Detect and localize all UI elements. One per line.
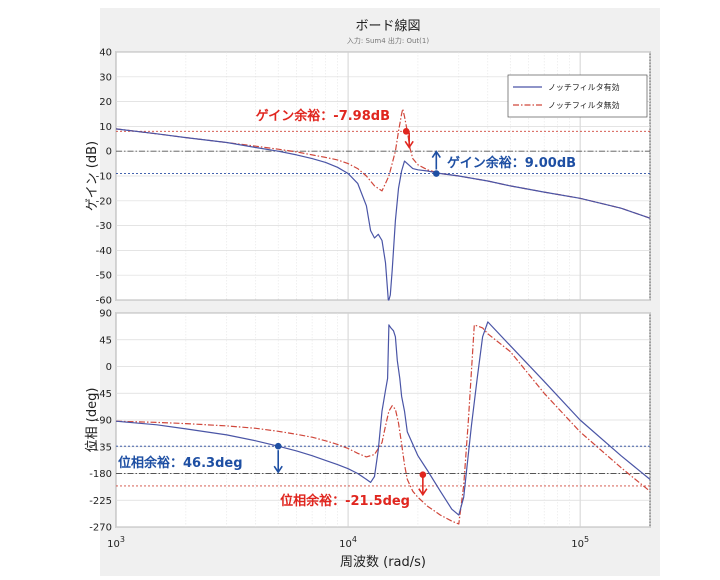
chart-title: ボード線図 <box>355 18 420 34</box>
ph-series-notch-on <box>115 321 651 516</box>
ph-y-tick-label: 90 <box>99 309 112 320</box>
mag-y-tick-label: 40 <box>99 48 112 59</box>
x-tick-label: 103 <box>107 535 125 550</box>
ph-annotation-arrowhead <box>418 488 428 497</box>
ph-y-tick-label: -135 <box>89 442 112 453</box>
mag-y-tick-label: -20 <box>96 196 112 207</box>
phase-annotations: 位相余裕：46.3deg 位相余裕：-21.5deg <box>118 442 428 509</box>
legend-box <box>507 74 648 118</box>
x-axis-ticks: 103 104 105 <box>107 535 589 550</box>
magnitude-annotations: ゲイン余裕：-7.98dB ゲイン余裕：9.00dB <box>256 108 576 177</box>
mag-annotation-marker <box>402 128 410 135</box>
legend-entry-notch-on: ノッチフィルタ有効 <box>548 82 620 92</box>
ph-annotation-label: 位相余裕：-21.5deg <box>280 493 410 509</box>
mag-annotation-marker <box>433 170 440 177</box>
mag-annotation-arrowhead <box>431 150 441 158</box>
ph-y-tick-label: 45 <box>99 335 112 346</box>
legend-entry-notch-off: ノッチフィルタ無効 <box>548 100 620 110</box>
phase-reference-lines <box>116 445 650 487</box>
x-axis-label: 周波数 (rad/s) <box>340 555 426 570</box>
phase-y-ticks: -270 -225 -180 -135 -90 -45 0 45 90 <box>89 309 112 534</box>
ph-annotation-arrowhead <box>273 465 283 474</box>
ph-y-tick-label: 0 <box>106 362 112 373</box>
mag-y-tick-label: -40 <box>96 246 112 257</box>
magnitude-reference-lines <box>116 130 650 174</box>
mag-series-notch-on <box>115 128 651 301</box>
ph-annotation-marker <box>274 442 282 450</box>
mag-y-tick-label: 30 <box>99 72 112 83</box>
ph-series-notch-off <box>115 324 651 525</box>
ph-y-tick-label: -225 <box>89 496 112 507</box>
magnitude-series <box>115 108 651 301</box>
ph-annotation-label: 位相余裕：46.3deg <box>118 455 243 471</box>
mag-y-tick-label: 20 <box>99 97 112 108</box>
ph-y-tick-label: -45 <box>96 389 112 400</box>
magnitude-axes: -60 -50 -40 -30 -20 -10 0 10 20 30 40 ゲイン余裕：-7.98d… <box>85 48 651 307</box>
phase-axes: -270 -225 -180 -135 -90 -45 0 45 90 位相余裕：46.3deg… <box>85 309 651 534</box>
x-tick-label: 105 <box>571 535 589 550</box>
mag-annotation-label: ゲイン余裕：-7.98dB <box>256 108 390 124</box>
ph-y-tick-label: -90 <box>96 416 112 427</box>
mag-y-tick-label: -30 <box>96 221 112 232</box>
ph-y-tick-label: -270 <box>89 523 112 534</box>
mag-y-tick-label: -60 <box>96 296 112 307</box>
magnitude-y-ticks: -60 -50 -40 -30 -20 -10 0 10 20 30 40 <box>96 48 112 307</box>
chart-subtitle: 入力: Sum4 出力: Out(1) <box>347 36 429 45</box>
phase-grid <box>115 312 651 528</box>
mag-annotation-arrowhead <box>404 140 414 149</box>
ph-y-tick-label: -180 <box>89 469 112 480</box>
mag-y-tick-label: 10 <box>99 122 112 133</box>
x-tick-label: 104 <box>339 535 357 550</box>
phase-y-axis-label: 位相 (deg) <box>85 388 100 453</box>
mag-annotation-label: ゲイン余裕：9.00dB <box>447 155 576 171</box>
phase-series <box>115 321 651 525</box>
magnitude-y-axis-label: ゲイン (dB) <box>85 141 100 211</box>
legend: ノッチフィルタ有効 ノッチフィルタ無効 <box>507 74 648 118</box>
mag-y-tick-label: -50 <box>96 271 112 282</box>
mag-y-tick-label: -10 <box>96 172 112 183</box>
mag-y-tick-label: 0 <box>106 147 112 158</box>
